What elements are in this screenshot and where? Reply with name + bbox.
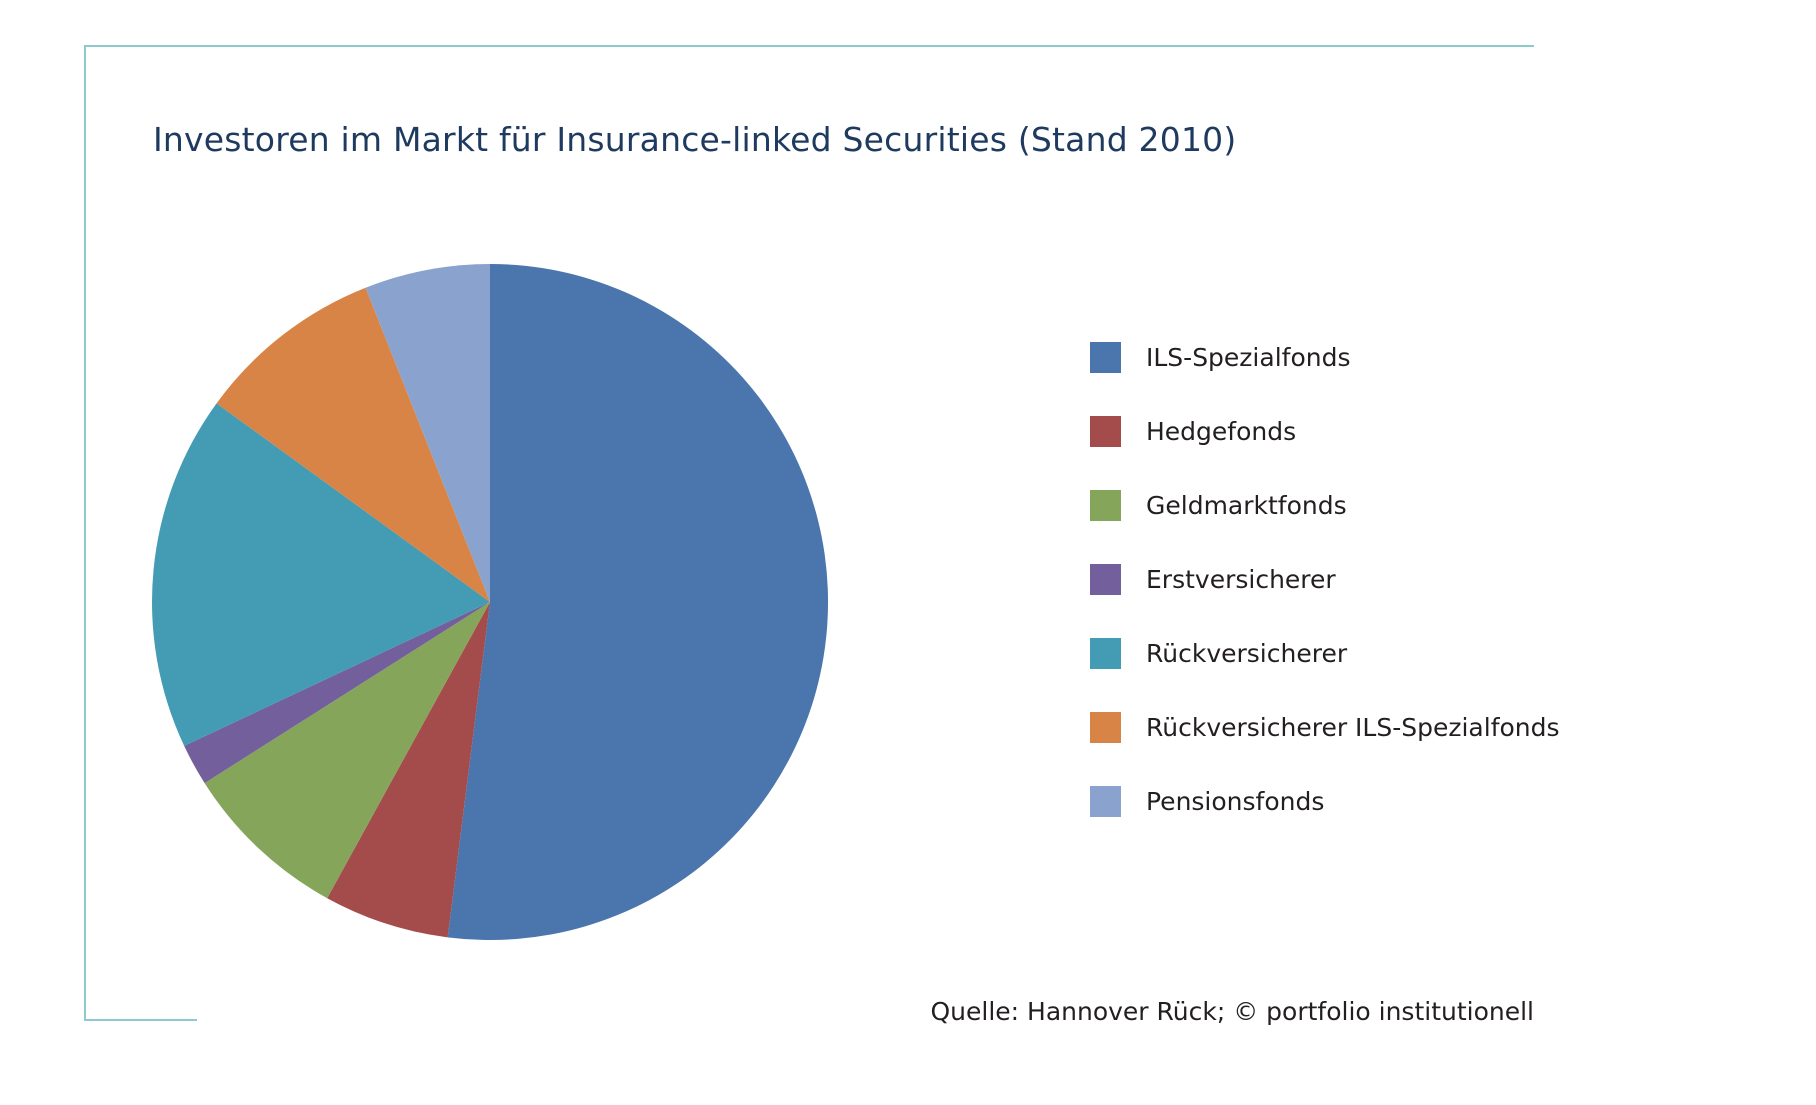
pie-slice-1 [327,602,490,938]
legend-item: ILS-Spezialfonds [1090,342,1690,416]
legend-item: Erstversicherer [1090,564,1690,638]
legend-item: Rückversicherer ILS-Spezialfonds [1090,712,1690,786]
legend-swatch [1090,712,1121,743]
chart-title: Investoren im Markt für Insurance-linked… [153,120,1237,159]
source-note: Quelle: Hannover Rück; © portfolio insti… [930,997,1534,1026]
chart-legend: ILS-Spezialfonds Hedgefonds Geldmarktfonds… [1090,342,1690,860]
legend-item: Rückversicherer [1090,638,1690,712]
legend-swatch [1090,786,1121,817]
legend-swatch [1090,638,1121,669]
pie-slice-6 [365,264,490,602]
pie-slice-2 [204,602,490,899]
legend-swatch [1090,416,1121,447]
legend-label: Rückversicherer [1146,639,1348,668]
legend-swatch [1090,490,1121,521]
legend-item: Pensionsfonds [1090,786,1690,860]
pie-slice-0 [447,264,829,940]
legend-label: Geldmarktfonds [1146,491,1347,520]
legend-item: Geldmarktfonds [1090,490,1690,564]
legend-swatch [1090,564,1121,595]
legend-label: ILS-Spezialfonds [1146,343,1351,372]
legend-swatch [1090,342,1121,373]
legend-label: Erstversicherer [1146,565,1336,594]
frame-bottom-line [84,1019,197,1021]
pie-slice-3 [184,602,491,784]
pie-slice-5 [216,287,491,602]
legend-label: Pensionsfonds [1146,787,1325,816]
legend-label: Rückversicherer ILS-Spezialfonds [1146,713,1560,742]
legend-label: Hedgefonds [1146,417,1297,446]
frame-top-line [84,45,1534,47]
frame-left-line [84,45,86,1021]
legend-item: Hedgefonds [1090,416,1690,490]
pie-slice-4 [152,403,490,746]
pie-slices [152,264,829,940]
